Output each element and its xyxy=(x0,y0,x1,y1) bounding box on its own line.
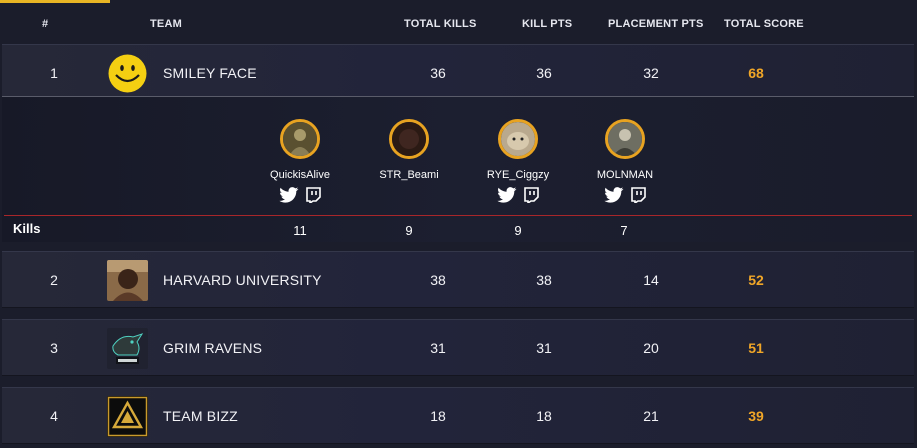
triangle-logo xyxy=(107,396,148,437)
player-avatar[interactable] xyxy=(389,119,429,159)
total-score: 51 xyxy=(748,340,764,356)
total-kills: 18 xyxy=(430,408,446,424)
player-card: STR_Beami xyxy=(354,119,464,181)
header-team: TEAM xyxy=(150,18,182,30)
player-avatar[interactable] xyxy=(280,119,320,159)
player-name[interactable]: QuickisAlive xyxy=(270,169,330,181)
player-name[interactable]: RYE_Ciggzy xyxy=(486,169,550,181)
header-kill-pts: KILL PTS xyxy=(522,18,573,30)
player-kills: 7 xyxy=(620,223,628,238)
kill-pts: 18 xyxy=(536,408,552,424)
header-total-score: TOTAL SCORE xyxy=(724,18,804,30)
total-kills: 31 xyxy=(430,340,446,356)
portrait-photo xyxy=(107,260,148,301)
kills-divider xyxy=(4,215,912,216)
twitter-icon[interactable] xyxy=(279,187,299,203)
total-kills: 36 xyxy=(430,65,446,81)
rank: 2 xyxy=(50,272,58,288)
player-card: RYE_Ciggzy xyxy=(463,119,573,203)
total-kills: 38 xyxy=(430,272,446,288)
twitter-icon[interactable] xyxy=(604,187,624,203)
header-placement-pts: PLACEMENT PTS xyxy=(608,18,704,30)
team-name: SMILEY FACE xyxy=(163,65,257,81)
team-name: HARVARD UNIVERSITY xyxy=(163,272,322,288)
kills-label: Kills xyxy=(13,221,41,236)
player-card: MOLNMAN xyxy=(570,119,680,203)
player-kills: 11 xyxy=(293,223,307,238)
total-score: 52 xyxy=(748,272,764,288)
header-rank: # xyxy=(42,18,49,30)
team-row[interactable]: 1 SMILEY FACE 36 36 32 68 xyxy=(2,44,914,101)
smiley-face-logo xyxy=(107,53,148,94)
team-player-details: QuickisAlive STR_Beami RYE_Ciggzy xyxy=(2,96,914,242)
placement-pts: 32 xyxy=(643,65,659,81)
twitter-icon[interactable] xyxy=(497,187,517,203)
twitch-icon[interactable] xyxy=(305,187,321,203)
player-avatar[interactable] xyxy=(605,119,645,159)
raven-logo xyxy=(107,328,148,369)
leaderboard-header: # TEAM TOTAL KILLS KILL PTS PLACEMENT PT… xyxy=(0,0,917,46)
twitch-icon[interactable] xyxy=(630,187,646,203)
total-score: 39 xyxy=(748,408,764,424)
team-name: GRIM RAVENS xyxy=(163,340,263,356)
rank: 4 xyxy=(50,408,58,424)
placement-pts: 21 xyxy=(643,408,659,424)
placement-pts: 14 xyxy=(643,272,659,288)
player-name[interactable]: MOLNMAN xyxy=(596,169,654,181)
team-row[interactable]: 2 HARVARD UNIVERSITY 38 38 14 52 xyxy=(2,251,914,308)
team-name: TEAM BIZZ xyxy=(163,408,238,424)
team-row[interactable]: 4 TEAM BIZZ 18 18 21 39 xyxy=(2,387,914,444)
player-avatar[interactable] xyxy=(498,119,538,159)
twitch-icon[interactable] xyxy=(523,187,539,203)
kill-pts: 36 xyxy=(536,65,552,81)
total-score: 68 xyxy=(748,65,764,81)
player-name[interactable]: STR_Beami xyxy=(379,169,439,181)
kill-pts: 38 xyxy=(536,272,552,288)
player-kills: 9 xyxy=(405,223,413,238)
team-row[interactable]: 3 GRIM RAVENS 31 31 20 51 xyxy=(2,319,914,376)
kill-pts: 31 xyxy=(536,340,552,356)
player-kills: 9 xyxy=(514,223,522,238)
header-accent-bar xyxy=(0,0,110,3)
placement-pts: 20 xyxy=(643,340,659,356)
header-total-kills: TOTAL KILLS xyxy=(404,18,477,30)
rank: 3 xyxy=(50,340,58,356)
rank: 1 xyxy=(50,65,58,81)
player-card: QuickisAlive xyxy=(245,119,355,203)
